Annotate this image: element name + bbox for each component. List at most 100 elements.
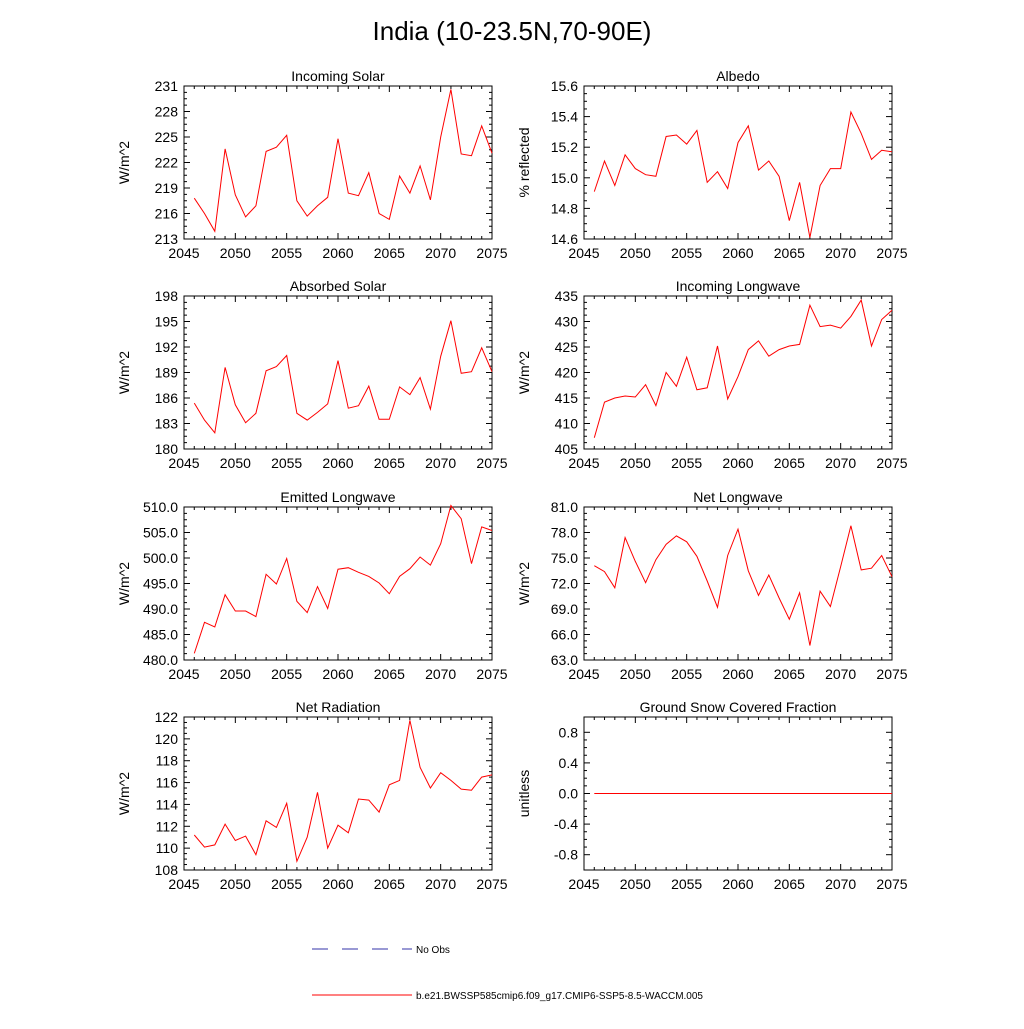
net-radiation-data-point <box>379 812 380 813</box>
net-longwave-data-point <box>881 555 882 556</box>
ground-snow-covered-fraction-xtick-label: 2060 <box>722 876 753 892</box>
incoming-solar-data-point <box>338 138 339 139</box>
absorbed-solar-data-point <box>286 355 287 356</box>
incoming-longwave-data-point <box>830 325 831 326</box>
incoming-longwave-data-point <box>727 399 728 400</box>
incoming-solar-data-point <box>204 213 205 214</box>
net-longwave-data-point <box>727 555 728 556</box>
absorbed-solar-data-point <box>368 386 369 387</box>
ground-snow-covered-fraction-data-point <box>892 793 893 794</box>
absorbed-solar-data-point <box>266 370 267 371</box>
panel-incoming-longwave: Incoming Longwave W/m^2 2045 2050 2055 2060 20… <box>516 278 908 471</box>
ground-snow-covered-fraction-xtick-label: 2070 <box>825 876 856 892</box>
net-longwave-data-point <box>768 575 769 576</box>
net-radiation-xtick-label: 2075 <box>476 876 507 892</box>
absorbed-solar-data-point <box>225 367 226 368</box>
absorbed-solar-data-point <box>440 356 441 357</box>
incoming-solar-xtick-label: 2045 <box>168 245 199 261</box>
absorbed-solar-title: Absorbed Solar <box>290 278 387 294</box>
absorbed-solar-data-point <box>317 412 318 413</box>
net-longwave-data-point <box>748 570 749 571</box>
incoming-longwave-data-point <box>809 305 810 306</box>
emitted-longwave-ytick-label: 505.0 <box>143 525 178 541</box>
ground-snow-covered-fraction-data-point <box>655 793 656 794</box>
incoming-solar-ytick-label: 219 <box>155 180 179 196</box>
absorbed-solar-xtick-label: 2070 <box>425 455 456 471</box>
ground-snow-covered-fraction-data-point <box>696 793 697 794</box>
albedo-data-point <box>594 191 595 192</box>
incoming-solar-data-point <box>481 125 482 126</box>
ground-snow-covered-fraction-data-point <box>850 793 851 794</box>
absorbed-solar-ytick-label: 180 <box>155 441 179 457</box>
net-longwave-ytick-label: 75.0 <box>551 550 578 566</box>
incoming-longwave-ytick-label: 435 <box>555 288 579 304</box>
ground-snow-covered-fraction-data-point <box>645 793 646 794</box>
incoming-longwave-data-point <box>614 398 615 399</box>
emitted-longwave-data-point <box>235 611 236 612</box>
incoming-solar-data-point <box>255 205 256 206</box>
emitted-longwave-data-point <box>481 526 482 527</box>
incoming-longwave-data-point <box>861 300 862 301</box>
net-radiation-data-point <box>348 832 349 833</box>
net-longwave-data-point <box>604 571 605 572</box>
ground-snow-covered-fraction-data-point <box>881 793 882 794</box>
emitted-longwave-xtick-label: 2070 <box>425 666 456 682</box>
net-radiation-data-point <box>358 798 359 799</box>
net-radiation-ytick-label: 118 <box>156 753 179 769</box>
incoming-longwave-data-point <box>892 310 893 311</box>
ground-snow-covered-fraction-data-point <box>809 793 810 794</box>
net-radiation-ytick-label: 120 <box>155 731 179 747</box>
incoming-longwave-xtick-label: 2065 <box>774 455 805 471</box>
absorbed-solar-data-point <box>348 408 349 409</box>
emitted-longwave-ytick-label: 485.0 <box>143 627 178 643</box>
incoming-longwave-ytick-label: 430 <box>555 314 579 330</box>
emitted-longwave-data-point <box>276 584 277 585</box>
incoming-longwave-ytick-label: 410 <box>555 416 579 432</box>
net-longwave-xtick-label: 2075 <box>876 666 907 682</box>
emitted-longwave-data-point <box>348 567 349 568</box>
ground-snow-covered-fraction-data-point <box>799 793 800 794</box>
absorbed-solar-data-point <box>276 366 277 367</box>
absorbed-solar-data-point <box>409 394 410 395</box>
ground-snow-covered-fraction-title: Ground Snow Covered Fraction <box>640 699 837 715</box>
incoming-solar-data-point <box>420 165 421 166</box>
net-radiation-data-point <box>481 777 482 778</box>
albedo-data-point <box>799 182 800 183</box>
albedo-data-point <box>758 170 759 171</box>
net-radiation-ytick-label: 116 <box>156 775 179 791</box>
incoming-longwave-xtick-label: 2050 <box>620 455 651 471</box>
emitted-longwave-data-point <box>245 611 246 612</box>
net-longwave-xtick-label: 2065 <box>774 666 805 682</box>
emitted-longwave-data-point <box>194 653 195 654</box>
net-longwave-data-point <box>840 566 841 567</box>
emitted-longwave-data-point <box>379 582 380 583</box>
legend-obs-label: No Obs <box>416 945 450 956</box>
emitted-longwave-ytick-label: 510.0 <box>143 499 178 515</box>
absorbed-solar-data-point <box>430 409 431 410</box>
panel-incoming-solar: Incoming Solar W/m^2 2045 2050 2055 2060 2065 2… <box>116 68 508 261</box>
albedo-data-point <box>881 150 882 151</box>
incoming-solar-data-point <box>358 195 359 196</box>
incoming-longwave-ytick-label: 405 <box>555 441 579 457</box>
absorbed-solar-data-point <box>214 432 215 433</box>
albedo-xtick-label: 2065 <box>774 245 805 261</box>
net-radiation-ylabel: W/m^2 <box>116 772 132 815</box>
albedo-data-point <box>892 151 893 152</box>
albedo-ytick-label: 14.6 <box>551 231 578 247</box>
absorbed-solar-xtick-label: 2065 <box>374 455 405 471</box>
incoming-solar-data-point <box>399 176 400 177</box>
emitted-longwave-data-point <box>307 612 308 613</box>
absorbed-solar-data-point <box>450 320 451 321</box>
ground-snow-covered-fraction-data-point <box>861 793 862 794</box>
net-radiation-xtick-label: 2045 <box>168 876 199 892</box>
absorbed-solar-data-point <box>245 422 246 423</box>
ground-snow-covered-fraction-xtick-label: 2045 <box>568 876 599 892</box>
net-longwave-ytick-label: 72.0 <box>551 576 578 592</box>
incoming-longwave-data-point <box>850 316 851 317</box>
incoming-solar-ytick-label: 213 <box>155 231 179 247</box>
albedo-data-point <box>748 125 749 126</box>
net-longwave-data-point <box>871 568 872 569</box>
emitted-longwave-data-point <box>255 616 256 617</box>
incoming-solar-data-point <box>368 172 369 173</box>
incoming-solar-data-point <box>409 193 410 194</box>
